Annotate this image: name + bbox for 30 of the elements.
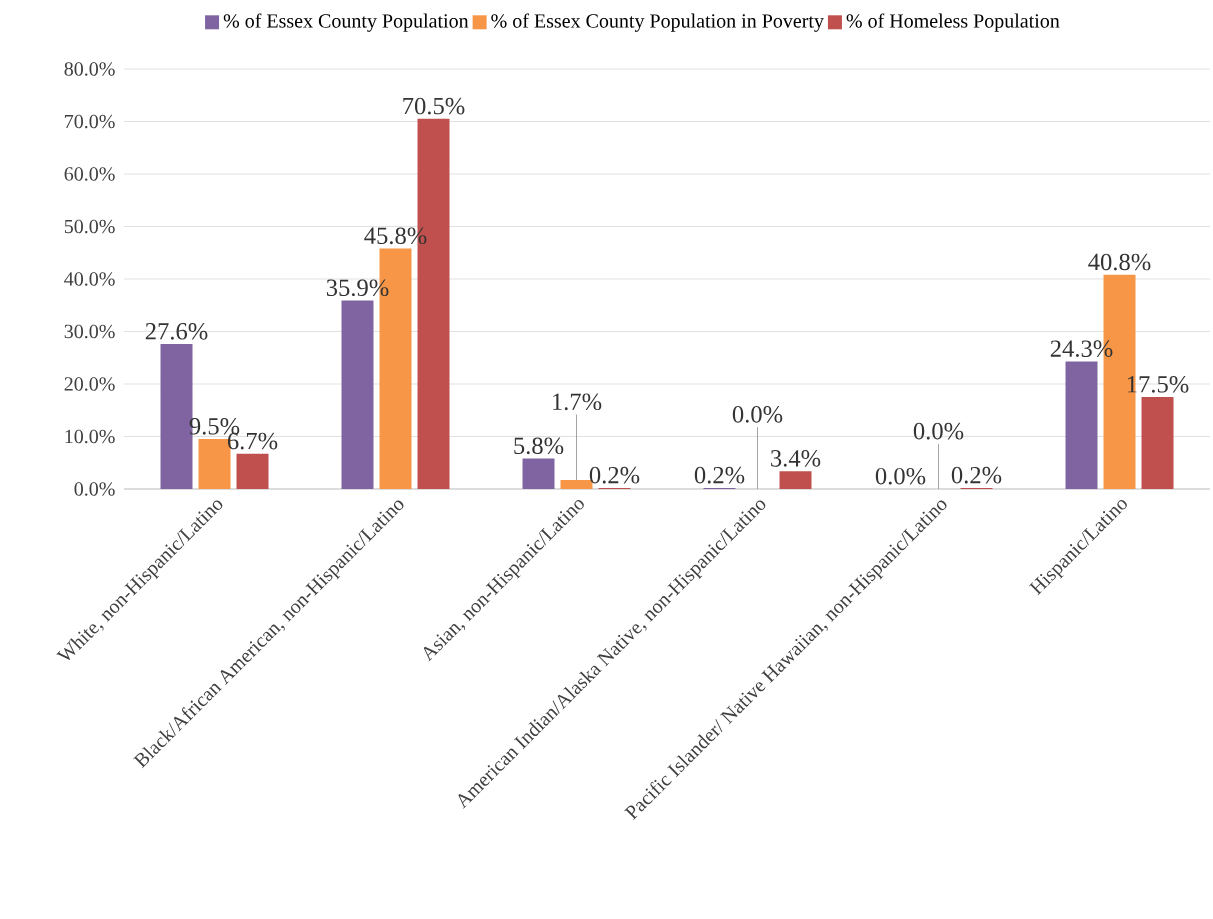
data-label: 5.8% — [514, 437, 564, 455]
data-label: 0.0% — [732, 406, 783, 423]
legend-label: % of Essex County Population — [223, 13, 469, 32]
y-tick-label: 0.0% — [74, 482, 115, 496]
bar — [1141, 397, 1174, 489]
data-label: 27.6% — [145, 323, 208, 340]
bar — [779, 471, 812, 489]
bar — [1065, 361, 1098, 489]
data-label: 0.2% — [951, 466, 1002, 484]
bar — [341, 300, 374, 489]
y-tick-label: 30.0% — [64, 324, 115, 339]
y-tick-label: 40.0% — [64, 272, 115, 286]
data-label: 0.0% — [875, 467, 926, 485]
data-label: 40.8% — [1088, 253, 1151, 271]
data-label: 0.2% — [694, 466, 745, 484]
y-tick-label: 70.0% — [65, 114, 115, 129]
data-label: 0.2% — [589, 466, 640, 484]
y-tick-label: 60.0% — [64, 167, 115, 181]
y-tick-label: 80.0% — [64, 62, 115, 76]
legend-label: % of Homeless Population — [846, 13, 1060, 32]
data-label: 3.4% — [771, 450, 821, 467]
bar — [236, 453, 269, 489]
legend-label: % of Essex County Population in Poverty — [491, 13, 824, 32]
y-tick-label: 20.0% — [64, 377, 115, 391]
data-label: 0.0% — [913, 422, 964, 440]
data-label: 1.7% — [553, 393, 602, 411]
data-label: 70.5% — [403, 97, 465, 115]
y-tick-label: 10.0% — [65, 429, 115, 444]
y-tick-label: 50.0% — [64, 219, 115, 234]
bar — [522, 458, 555, 489]
